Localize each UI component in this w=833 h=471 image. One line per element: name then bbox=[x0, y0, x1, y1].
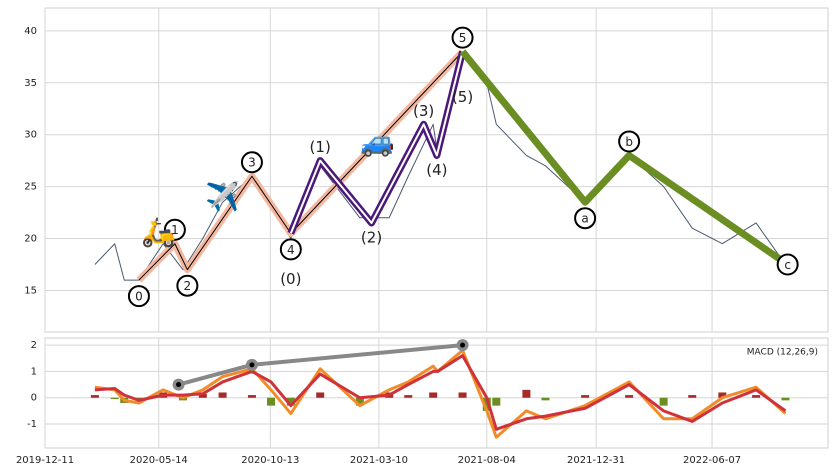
wave-line bbox=[459, 49, 790, 268]
histogram-bar bbox=[90, 395, 99, 398]
wave-label: 2 bbox=[184, 279, 192, 293]
x-tick-label: 2019-12-11 bbox=[16, 455, 74, 466]
histogram-bar bbox=[267, 397, 276, 406]
wave-label-circle bbox=[240, 151, 263, 174]
trend-dot bbox=[249, 362, 255, 368]
wave-label: (3) bbox=[413, 102, 434, 120]
wave-label-circle bbox=[618, 130, 641, 153]
y-tick-label: 1 bbox=[31, 366, 37, 377]
wave-label: (2) bbox=[361, 228, 382, 246]
y-tick-label: 2 bbox=[31, 340, 37, 351]
wave-label: 5 bbox=[459, 31, 467, 45]
wave-label-circle bbox=[451, 26, 474, 49]
y-tick-label: 25 bbox=[24, 182, 37, 193]
histogram-bar bbox=[247, 395, 256, 398]
y-tick-label: 0 bbox=[31, 393, 37, 404]
legend-text: MACD (12,26,9) bbox=[747, 348, 818, 358]
x-tick-label: 2021-03-10 bbox=[350, 455, 408, 466]
x-tick-label: 2022-06-07 bbox=[683, 455, 741, 466]
wave-label-circle bbox=[574, 207, 597, 230]
histogram-bar bbox=[659, 397, 668, 406]
histogram-bar bbox=[286, 397, 295, 406]
icon: 🚙 bbox=[360, 125, 395, 158]
histogram-bar bbox=[492, 397, 501, 406]
y-tick-label: 15 bbox=[24, 285, 37, 296]
wave-label: (0) bbox=[280, 270, 301, 288]
histogram-bar bbox=[316, 392, 325, 398]
wave-label: 0 bbox=[135, 290, 143, 304]
wave-label: (1) bbox=[310, 138, 331, 156]
trend-dot bbox=[176, 382, 182, 388]
histogram-bar bbox=[625, 395, 634, 398]
icon: ✈️ bbox=[205, 179, 240, 213]
wave-label: (5) bbox=[452, 88, 473, 106]
histogram-bar bbox=[522, 389, 531, 398]
histogram-bar bbox=[355, 397, 364, 406]
macd-line bbox=[94, 354, 787, 431]
x-tick-label: 2021-12-31 bbox=[567, 455, 625, 466]
wave-label: a bbox=[581, 212, 588, 226]
wave-label-circle bbox=[279, 238, 302, 261]
histogram-bar bbox=[110, 397, 119, 400]
x-tick-label: 2021-08-04 bbox=[458, 455, 516, 466]
wave-line-inner bbox=[289, 51, 464, 234]
y-tick-label: 20 bbox=[24, 234, 37, 245]
y-tick-label: -1 bbox=[27, 419, 37, 430]
trend-dot bbox=[460, 342, 466, 348]
histogram-bar bbox=[218, 392, 227, 398]
wave-label: b bbox=[625, 135, 633, 149]
wave-label: (4) bbox=[426, 161, 447, 179]
icon: 🛵 bbox=[141, 215, 176, 248]
histogram-bar bbox=[541, 397, 550, 401]
histogram-bar bbox=[718, 392, 727, 398]
wave-label: 1 bbox=[171, 223, 179, 237]
x-tick-label: 2020-10-13 bbox=[241, 455, 299, 466]
y-tick-label: 40 bbox=[24, 26, 37, 37]
histogram-bar bbox=[429, 392, 438, 398]
y-tick-label: 35 bbox=[24, 78, 37, 89]
histogram-bar bbox=[781, 397, 790, 401]
histogram-bar bbox=[198, 393, 207, 398]
histogram-bar bbox=[581, 395, 590, 398]
y-tick-label: 30 bbox=[24, 130, 37, 141]
wave-label: 4 bbox=[287, 243, 295, 257]
histogram-bar bbox=[688, 395, 697, 398]
wave-label: c bbox=[784, 258, 791, 272]
histogram-bar bbox=[458, 392, 467, 398]
wave-label-circle bbox=[776, 253, 799, 276]
x-tick-label: 2020-05-14 bbox=[130, 455, 188, 466]
wave-label-circle bbox=[163, 218, 186, 241]
histogram-bar bbox=[482, 397, 491, 411]
wave-label: 3 bbox=[248, 156, 256, 170]
histogram-bar bbox=[752, 395, 761, 398]
wave-label-circle bbox=[127, 285, 150, 308]
wave-line-inner bbox=[138, 51, 463, 281]
wave-label-circle bbox=[176, 274, 199, 297]
histogram-bar bbox=[404, 395, 413, 398]
